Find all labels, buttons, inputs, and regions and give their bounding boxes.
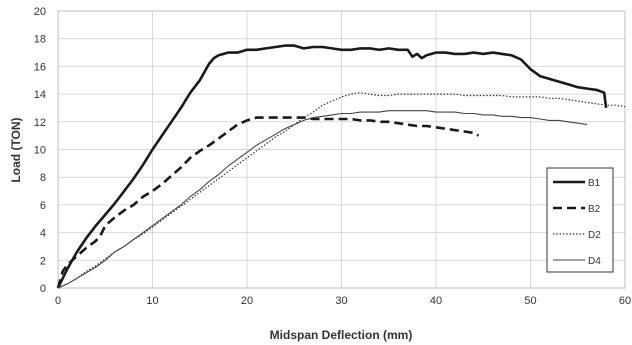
y-tick-label: 8 xyxy=(40,172,46,184)
legend-label-b1: B1 xyxy=(588,178,601,189)
x-tick-label: 60 xyxy=(619,295,631,307)
x-tick-label: 30 xyxy=(335,295,347,307)
series-line-b1 xyxy=(56,44,608,289)
x-tick-label: 40 xyxy=(430,295,442,307)
series-line-b2 xyxy=(56,116,480,289)
grid xyxy=(57,10,626,289)
y-axis-title: Load (TON) xyxy=(9,117,23,182)
y-tick-label: 10 xyxy=(34,145,46,157)
legend-label-d4: D4 xyxy=(588,256,601,267)
legend: B1 B2 D2 D4 xyxy=(546,167,614,273)
x-tick-label: 10 xyxy=(146,295,158,307)
axis-ticks: 0 10 20 30 40 50 60 0 2 4 6 8 10 12 14 16 18 20 xyxy=(34,6,631,307)
legend-label-b2: B2 xyxy=(588,204,601,215)
plot-area-frame xyxy=(57,10,626,289)
x-axis-title: Midspan Deflection (mm) xyxy=(270,328,413,342)
y-tick-label: 2 xyxy=(40,255,46,267)
legend-box xyxy=(546,167,614,273)
series-lines xyxy=(56,44,626,289)
y-tick-label: 14 xyxy=(34,89,46,101)
y-tick-label: 18 xyxy=(34,34,46,46)
x-tick-label: 20 xyxy=(241,295,253,307)
series-line-d4 xyxy=(57,110,588,289)
x-tick-label: 0 xyxy=(55,295,61,307)
legend-label-d2: D2 xyxy=(588,230,601,241)
x-tick-label: 50 xyxy=(524,295,536,307)
y-tick-label: 12 xyxy=(34,117,46,129)
y-tick-label: 20 xyxy=(34,6,46,18)
y-tick-label: 16 xyxy=(34,61,46,73)
y-tick-label: 0 xyxy=(40,283,46,295)
y-tick-label: 6 xyxy=(40,200,46,212)
y-tick-label: 4 xyxy=(40,228,46,240)
series-line-d2 xyxy=(57,92,626,289)
